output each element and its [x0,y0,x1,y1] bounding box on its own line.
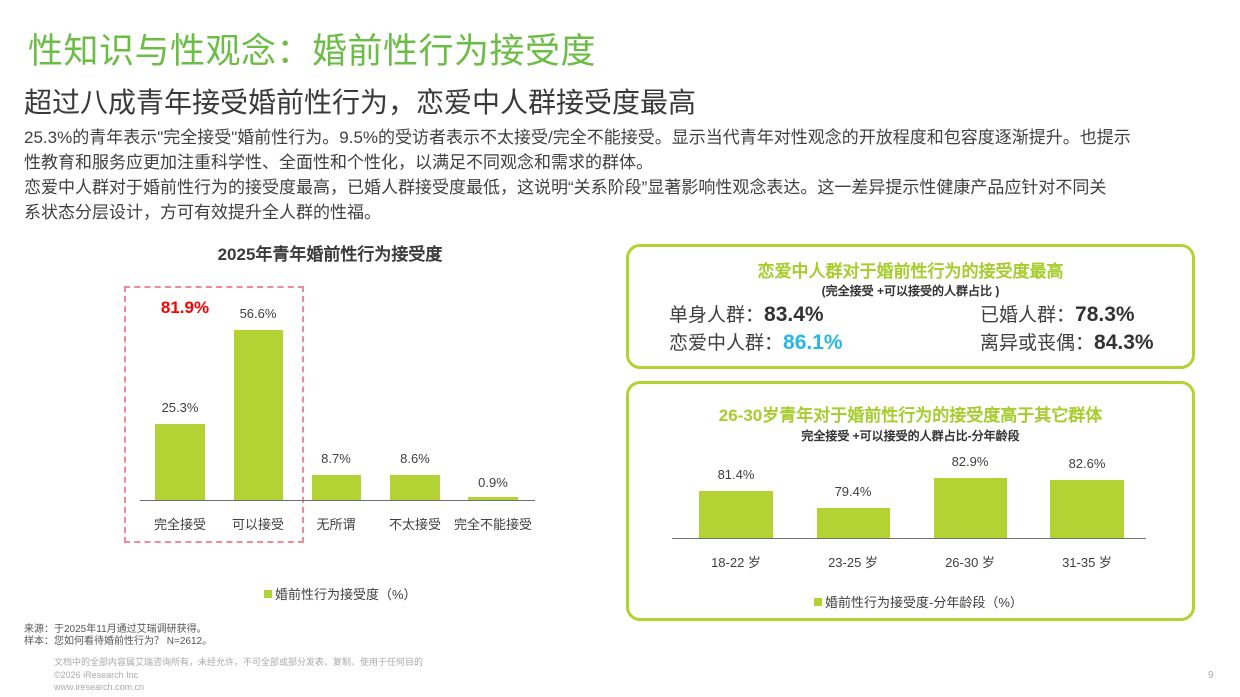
left-chart-baseline [140,500,535,501]
category-label: 可以接受 [231,517,284,532]
marital-panel-title: 恋爱中人群对于婚前性行为的接受度最高 [757,262,1064,281]
age-chart-baseline [672,538,1146,539]
stat-single: 单身人群：83.4% [669,300,824,327]
copyright: ©2026 iResearch Inc [54,670,139,680]
stat-label: 单身人群： [669,305,765,326]
sample-note: 样本：您如何看待婚前性行为？ N=2612。 [24,636,213,647]
bar-value: 8.6% [400,451,430,466]
bar-value: 8.7% [321,451,351,466]
stat-label: 离异或丧偶： [980,333,1095,354]
left-chart-legend: 婚前性行为接受度（%） [264,584,417,603]
bar-value: 82.9% [951,454,989,469]
bar-value: 79.4% [834,484,872,499]
bar-wusuowei [312,475,361,500]
page-number: 9 [1208,670,1214,681]
category-label: 26-30 岁 [945,555,995,570]
age-panel-subtitle: 完全接受 +可以接受的人群占比-分年龄段 [801,429,1020,443]
website-link[interactable]: www.iresearch.com.cn [54,682,145,692]
bar-age-26-30 [934,478,1007,538]
page-title: 性知识与性观念：婚前性行为接受度 [28,32,597,71]
category-label: 无所谓 [316,517,356,532]
age-panel-title: 26-30岁青年对于婚前性行为的接受度高于其它群体 [718,406,1103,425]
bar-value: 25.3% [161,400,199,415]
left-chart-title: 2025年青年婚前性行为接受度 [217,245,443,264]
bar-age-23-25 [817,508,890,538]
stat-label: 已婚人群： [980,305,1076,326]
stat-value-highlight: 86.1% [783,331,843,354]
highlight-dashed-box [124,286,304,543]
category-label: 完全不能接受 [453,517,532,532]
bar-keyi-jieshou [234,330,283,500]
bar-age-31-35 [1050,480,1124,538]
legend-label: 婚前性行为接受度（%） [275,587,417,602]
summary-line-1: 25.3%的青年表示"完全接受"婚前性行为。9.5%的受访者表示不太接受/完全不… [24,128,1131,147]
bar-value: 0.9% [478,475,508,490]
stat-married: 已婚人群：78.3% [980,300,1135,327]
disclaimer: 文档中的全部内容属艾瑞咨询所有，未经允许，不可全部或部分发表、复制、使用于任何目… [54,657,424,667]
summary-line-4: 系状态分层设计，方可有效提升全人群的性福。 [24,203,381,222]
page-subtitle: 超过八成青年接受婚前性行为，恋爱中人群接受度最高 [24,87,697,118]
bar-value: 82.6% [1068,456,1106,471]
stat-in-relationship: 恋爱中人群：86.1% [669,328,843,355]
stat-label: 恋爱中人群： [669,333,784,354]
bar-value: 81.4% [717,467,755,482]
stat-value: 83.4% [764,303,824,326]
category-label: 31-35 岁 [1062,555,1112,570]
category-label: 不太接受 [388,517,441,532]
legend-swatch-icon [814,598,822,606]
marital-status-panel [626,244,1195,369]
legend-label: 婚前性行为接受度-分年龄段（%） [825,595,1023,610]
highlight-total-value: 81.9% [160,298,210,317]
age-chart-legend: 婚前性行为接受度-分年龄段（%） [814,592,1023,611]
bar-wanquan-jieshou [155,424,205,500]
bar-wanquan-buneng-jieshou [468,497,518,500]
stat-value: 78.3% [1075,303,1135,326]
bar-age-18-22 [699,491,773,538]
category-label: 18-22 岁 [711,555,761,570]
summary-line-3: 恋爱中人群对于婚前性行为的接受度最高，已婚人群接受度最低，这说明“关系阶段”显著… [24,178,1107,197]
marital-panel-subtitle: (完全接受 +可以接受的人群占比 ) [821,284,1000,298]
category-label: 完全接受 [153,517,206,532]
source-note: 来源：于2025年11月通过艾瑞调研获得。 [24,624,207,635]
bar-value: 56.6% [239,306,277,321]
category-label: 23-25 岁 [828,555,878,570]
highlight-total: 81.9% [140,298,230,318]
stat-value: 84.3% [1094,331,1154,354]
stat-divorced-widowed: 离异或丧偶：84.3% [980,328,1154,355]
bar-butai-jieshou [390,475,440,500]
legend-swatch-icon [264,590,272,598]
summary-line-2: 性教育和服务应更加注重科学性、全面性和个性化，以满足不同观念和需求的群体。 [24,153,653,172]
